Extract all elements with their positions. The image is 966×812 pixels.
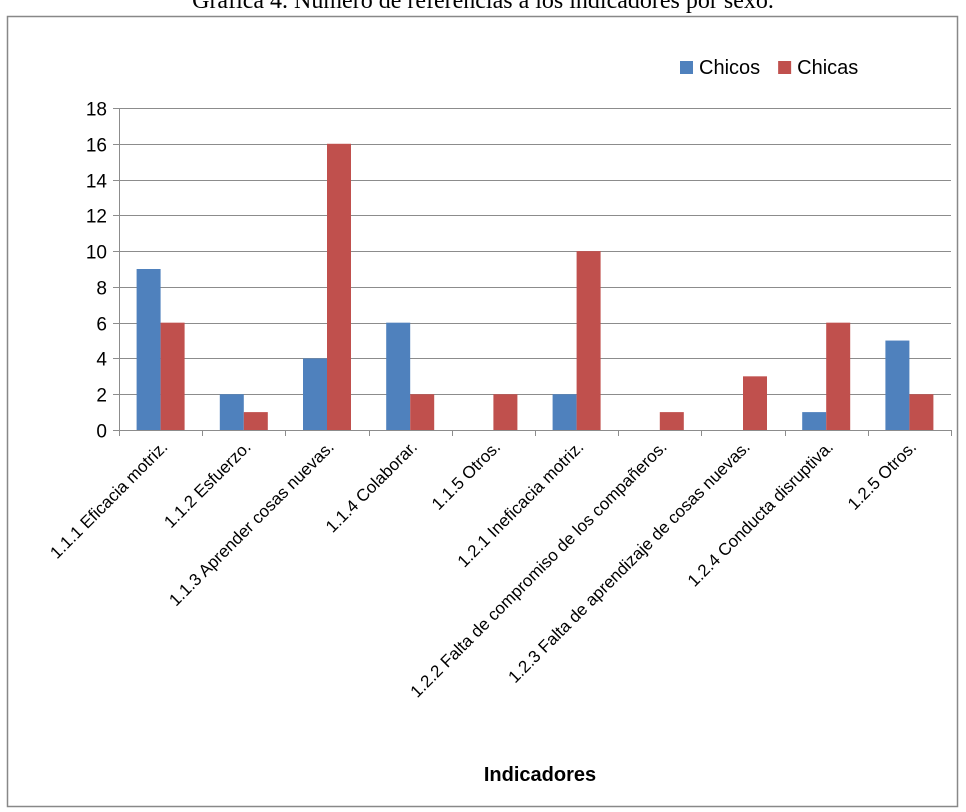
legend-label-chicos: Chicos <box>699 57 760 79</box>
y-tick-label: 4 <box>96 350 107 371</box>
y-tick-label: 8 <box>96 279 107 300</box>
bar-chicas <box>743 376 767 430</box>
y-tick-label: 0 <box>96 422 107 443</box>
bar-chicas <box>160 322 185 430</box>
y-tick-label: 6 <box>96 315 107 336</box>
legend-label-chicas: Chicas <box>797 57 858 79</box>
bar-chicas <box>826 322 851 430</box>
bar-chicos <box>219 394 244 430</box>
y-tick-label: 14 <box>86 172 108 193</box>
legend-swatch-chicas <box>778 61 792 74</box>
chart-title: Gráfica 4. Número de referencias a los i… <box>192 0 774 14</box>
y-tick-label: 18 <box>86 100 107 121</box>
bar-chicas <box>410 394 435 430</box>
bar-chicos <box>303 358 327 430</box>
bar-chicas <box>243 412 268 430</box>
bar-chicos <box>802 412 827 430</box>
y-tick-label: 10 <box>86 243 107 264</box>
bar-chicos <box>136 269 161 430</box>
bar-chicas <box>576 251 601 430</box>
bar-chicas <box>909 394 934 430</box>
y-tick-label: 2 <box>96 386 107 407</box>
bar-chicas <box>493 394 518 430</box>
legend-swatch-chicos <box>680 61 693 74</box>
y-tick-label: 12 <box>86 207 107 228</box>
bar-chicos <box>552 394 577 430</box>
gridlines <box>119 108 951 395</box>
bar-chicos <box>386 322 411 430</box>
bar-chicos <box>885 340 910 430</box>
legend: Chicos Chicas <box>680 57 858 79</box>
bar-chicas <box>327 143 351 430</box>
axes <box>113 108 952 436</box>
y-tick-label: 16 <box>86 136 107 157</box>
bar-chicas <box>659 412 684 430</box>
bars <box>136 143 934 430</box>
x-axis-title: Indicadores <box>484 764 596 786</box>
